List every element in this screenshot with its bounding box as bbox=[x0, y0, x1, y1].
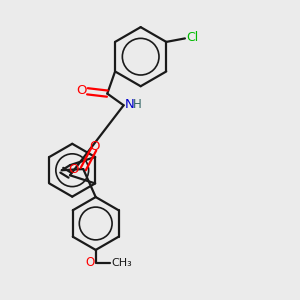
Text: O: O bbox=[76, 83, 87, 97]
Text: O: O bbox=[90, 140, 100, 153]
Text: O: O bbox=[68, 163, 79, 176]
Text: O: O bbox=[85, 256, 94, 269]
Text: Cl: Cl bbox=[187, 31, 199, 44]
Text: H: H bbox=[133, 98, 142, 110]
Text: N: N bbox=[124, 98, 134, 111]
Text: CH₃: CH₃ bbox=[112, 258, 132, 268]
